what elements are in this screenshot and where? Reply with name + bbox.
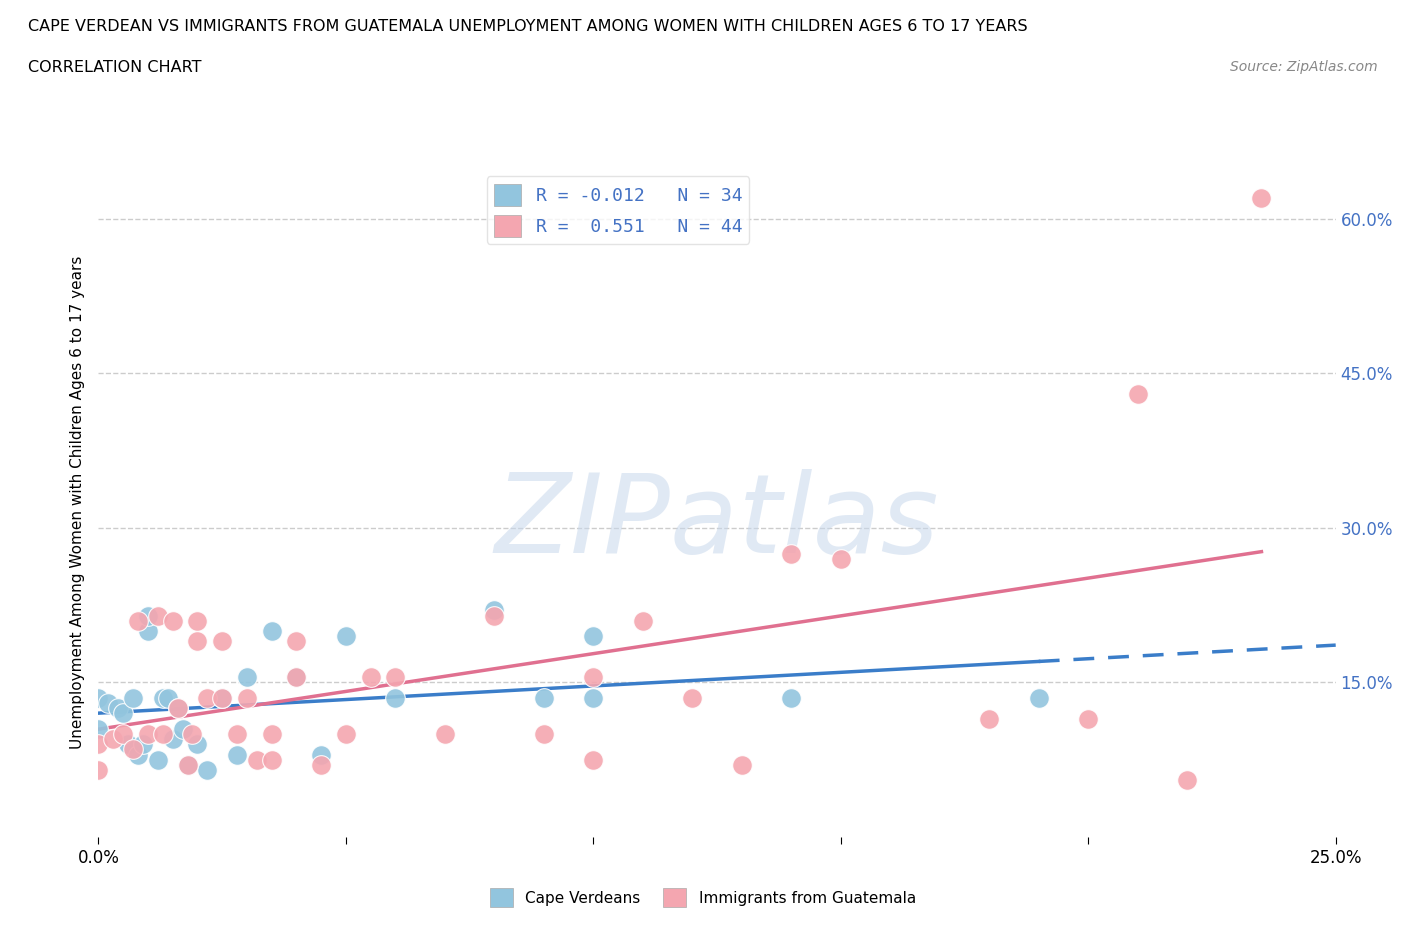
Point [132,737,155,751]
Point [830,551,852,566]
Point [172,722,194,737]
Point [780,690,803,705]
Point [166,701,188,716]
Point [582,752,605,767]
Point [484,608,506,623]
Point [780,546,803,561]
Point [186,737,208,751]
Point [335,726,357,741]
Point [236,690,259,705]
Point [582,690,605,705]
Point [1175,773,1198,788]
Point [112,706,135,721]
Point [285,670,308,684]
Point [152,690,174,705]
Point [533,690,555,705]
Point [484,603,506,618]
Point [186,613,208,628]
Point [87,722,110,737]
Point [309,757,332,772]
Point [211,634,233,649]
Point [260,623,283,638]
Point [195,763,218,777]
Point [103,732,125,747]
Point [127,747,149,762]
Point [533,726,555,741]
Point [384,690,406,705]
Legend: Cape Verdeans, Immigrants from Guatemala: Cape Verdeans, Immigrants from Guatemala [484,883,922,913]
Y-axis label: Unemployment Among Women with Children Ages 6 to 17 years: Unemployment Among Women with Children A… [70,256,86,749]
Point [195,690,218,705]
Point [681,690,703,705]
Point [87,763,110,777]
Point [176,757,198,772]
Point [979,711,1001,726]
Point [186,634,208,649]
Text: Source: ZipAtlas.com: Source: ZipAtlas.com [1230,60,1378,74]
Point [211,690,233,705]
Point [146,608,169,623]
Point [582,670,605,684]
Point [335,629,357,644]
Point [1028,690,1050,705]
Point [246,752,269,767]
Point [162,732,184,747]
Point [87,690,110,705]
Point [136,623,159,638]
Point [146,752,169,767]
Text: CAPE VERDEAN VS IMMIGRANTS FROM GUATEMALA UNEMPLOYMENT AMONG WOMEN WITH CHILDREN: CAPE VERDEAN VS IMMIGRANTS FROM GUATEMAL… [28,19,1028,33]
Point [107,701,129,716]
Legend: R = -0.012   N = 34, R =  0.551   N = 44: R = -0.012 N = 34, R = 0.551 N = 44 [486,177,749,244]
Point [162,613,184,628]
Point [181,726,204,741]
Text: CORRELATION CHART: CORRELATION CHART [28,60,201,75]
Point [87,737,110,751]
Point [236,670,259,684]
Point [1126,387,1149,402]
Point [360,670,382,684]
Point [166,701,188,716]
Point [136,726,159,741]
Point [122,742,145,757]
Point [285,634,308,649]
Point [260,752,283,767]
Point [117,737,139,751]
Point [226,747,249,762]
Point [136,608,159,623]
Point [112,726,135,741]
Point [631,613,654,628]
Point [176,757,198,772]
Point [127,613,149,628]
Point [433,726,456,741]
Point [309,747,332,762]
Point [226,726,249,741]
Point [97,696,120,711]
Text: ZIPatlas: ZIPatlas [495,469,939,576]
Point [211,690,233,705]
Point [582,629,605,644]
Point [1077,711,1099,726]
Point [156,690,179,705]
Point [122,690,145,705]
Point [152,726,174,741]
Point [285,670,308,684]
Point [260,726,283,741]
Point [731,757,754,772]
Point [1250,191,1272,206]
Point [384,670,406,684]
